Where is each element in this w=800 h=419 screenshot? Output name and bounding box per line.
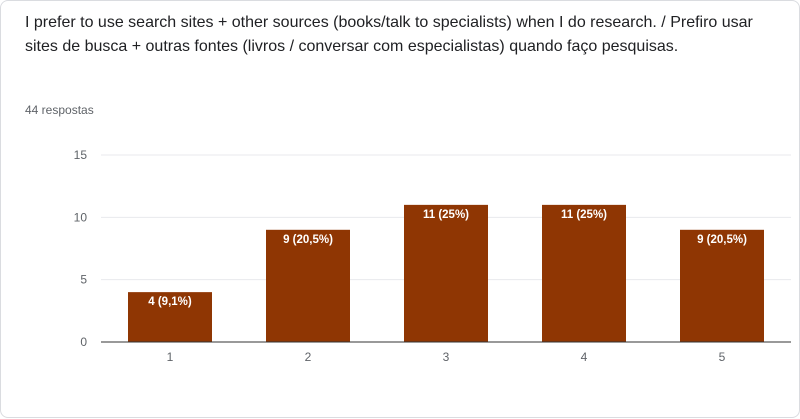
y-tick-label: 15 xyxy=(74,148,88,162)
bar xyxy=(680,229,764,342)
bars: 4 (9,1%) 9 (20,5%) 11 (25%) 11 (25%) 9 (20,5… xyxy=(128,204,764,342)
x-tick-label: 4 xyxy=(581,350,588,364)
bar-data-label: 4 (9,1%) xyxy=(148,296,192,308)
y-tick-label: 5 xyxy=(80,273,87,287)
bar xyxy=(128,292,212,342)
bar-data-label: 9 (20,5%) xyxy=(697,234,747,246)
question-title: I prefer to use search sites + other sou… xyxy=(25,14,753,55)
x-tick-label: 1 xyxy=(167,350,174,364)
bar-data-label: 9 (20,5%) xyxy=(283,234,333,246)
bar xyxy=(404,204,488,342)
y-tick-label: 10 xyxy=(74,210,88,224)
bar xyxy=(266,229,350,342)
bar xyxy=(542,204,626,342)
x-axis-ticks: 1 2 3 4 5 xyxy=(167,350,726,364)
y-axis-ticks: 0 5 10 15 xyxy=(74,148,88,349)
bar-data-label: 11 (25%) xyxy=(561,209,607,221)
x-tick-label: 3 xyxy=(443,350,450,364)
response-count: 44 respostas xyxy=(25,103,94,117)
bar-data-label: 11 (25%) xyxy=(423,209,469,221)
y-tick-label: 0 xyxy=(80,335,87,349)
x-tick-label: 5 xyxy=(719,350,726,364)
x-tick-label: 2 xyxy=(305,350,312,364)
